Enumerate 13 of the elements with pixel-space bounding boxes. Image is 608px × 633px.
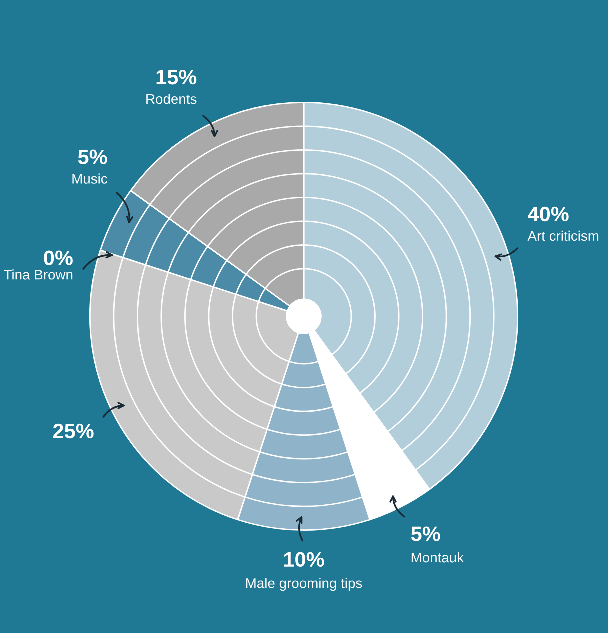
data-label: 25% (53, 424, 94, 439)
text: 0% (44, 250, 73, 266)
slice-label: Music (72, 174, 108, 184)
slice-label: Rodents (146, 94, 197, 104)
slice-label: Male grooming tips (246, 578, 362, 592)
data-label: 15% (156, 70, 197, 85)
slice-label: Art criticism (528, 230, 599, 242)
slice-label: Montauk (412, 552, 464, 563)
data-label: 40% (528, 206, 569, 222)
data-label: 5% (411, 526, 440, 542)
data-label: 5% (78, 150, 108, 164)
category-label: Tina Brown (4, 270, 73, 280)
data-label: 10% (284, 552, 324, 568)
